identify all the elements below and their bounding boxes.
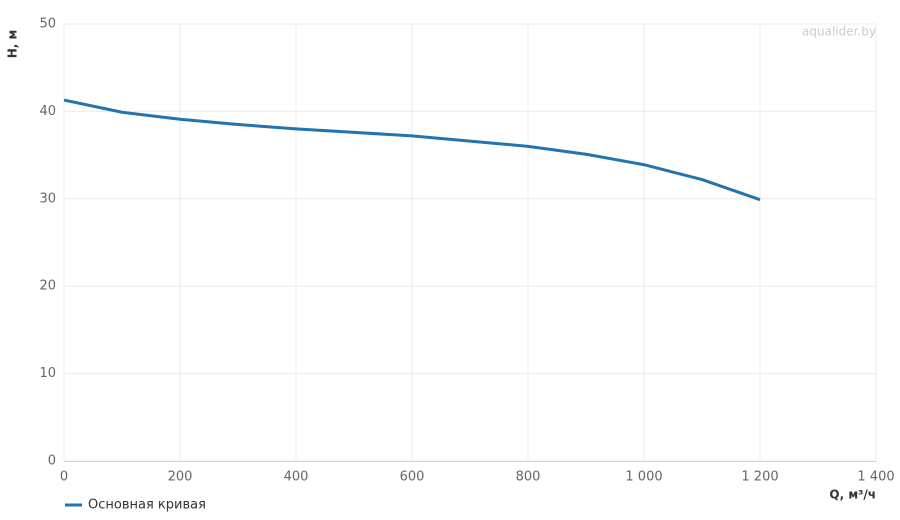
y-tick-label: 10 (39, 366, 56, 381)
x-tick-label: 1 000 (625, 470, 662, 485)
legend-label: Основная кривая (88, 498, 206, 513)
x-tick-label: 200 (168, 470, 193, 485)
y-tick-label: 20 (39, 279, 56, 294)
y-tick-label: 40 (39, 104, 56, 119)
x-tick-label: 800 (516, 470, 541, 485)
y-tick-label: 30 (39, 191, 56, 206)
y-tick-label: 50 (39, 17, 56, 32)
x-tick-label: 1 400 (857, 470, 894, 485)
x-axis-title: Q, м³/ч (829, 488, 876, 502)
line-series (63, 98, 761, 202)
x-tick-label: 0 (60, 470, 68, 485)
x-tick-label: 600 (400, 470, 425, 485)
watermark: aqualider.by (802, 25, 876, 39)
x-tick-label: 1 200 (741, 470, 778, 485)
y-axis-title: H, м (6, 30, 20, 59)
y-tick-label: 0 (48, 454, 56, 469)
x-tick-label: 400 (284, 470, 309, 485)
